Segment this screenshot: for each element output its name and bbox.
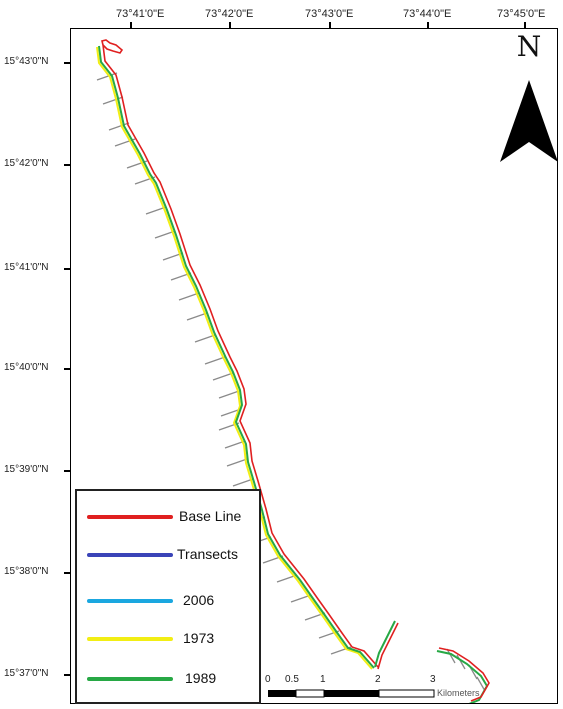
scale-bar: 0 0.5 1 2 3 Kilometers xyxy=(265,672,525,702)
lon-label-4: 73°44'0"E xyxy=(403,8,452,20)
lon-tick xyxy=(524,22,526,30)
legend-item-2006: 2006 xyxy=(77,591,259,611)
legend-label-baseline: Base Line xyxy=(179,508,242,524)
legend-item-transects: Transects xyxy=(77,545,259,565)
north-arrow-icon xyxy=(500,80,558,162)
scale-tick-0: 0 xyxy=(265,674,271,685)
lon-label-5: 73°45'0"E xyxy=(497,8,546,20)
scale-bar-segments xyxy=(268,689,435,698)
coastline-map xyxy=(96,39,490,703)
lon-tick xyxy=(229,22,231,30)
north-label: N xyxy=(516,30,542,63)
lon-label-3: 73°43'0"E xyxy=(305,8,354,20)
legend-swatch-transects xyxy=(87,553,173,557)
transect-line xyxy=(204,356,226,365)
shoreline-1989 xyxy=(98,45,375,669)
legend-item-1973: 1973 xyxy=(77,629,259,649)
transect-line xyxy=(456,654,466,670)
shoreline-1989-spit xyxy=(374,620,396,668)
scale-tick-3: 3 xyxy=(430,674,436,685)
lat-label-7: 15°37'0"N xyxy=(4,668,49,679)
north-arrow: N xyxy=(496,30,562,165)
transect-line xyxy=(476,676,486,692)
lat-label-2: 15°42'0"N xyxy=(4,158,49,169)
legend-label-1989: 1989 xyxy=(185,670,217,686)
lon-label-1: 73°41'0"E xyxy=(116,8,165,20)
transect-line xyxy=(178,292,200,301)
legend-label-1973: 1973 xyxy=(183,630,215,646)
transect-line xyxy=(212,372,234,381)
scale-tick-1: 1 xyxy=(320,674,326,685)
legend-swatch-1973 xyxy=(87,637,173,641)
legend: Base Line Transects 2006 1973 1989 xyxy=(75,489,261,704)
legend-swatch-2006 xyxy=(87,599,173,603)
transect-line xyxy=(102,96,124,105)
legend-item-1989: 1989 xyxy=(77,669,259,689)
legend-swatch-baseline xyxy=(87,515,173,519)
transect-line xyxy=(108,122,130,131)
scale-tick-0-5: 0.5 xyxy=(285,674,299,685)
lon-label-2: 73°42'0"E xyxy=(205,8,254,20)
lat-label-4: 15°40'0"N xyxy=(4,362,49,373)
transect-line xyxy=(218,422,240,431)
legend-label-2006: 2006 xyxy=(183,592,215,608)
transect-line xyxy=(446,648,456,664)
lon-tick xyxy=(130,22,132,30)
baseline-east xyxy=(438,647,490,702)
shoreline-1973 xyxy=(96,46,373,670)
lat-tick xyxy=(64,572,72,574)
lon-tick xyxy=(329,22,331,30)
lat-tick xyxy=(64,62,72,64)
lat-label-1: 15°43'0"N xyxy=(4,56,49,67)
transect-line xyxy=(96,72,118,81)
lat-tick xyxy=(64,164,72,166)
transect-line xyxy=(145,206,167,215)
lat-label-5: 15°39'0"N xyxy=(4,464,49,475)
transect-line xyxy=(226,458,248,467)
baseline-spit xyxy=(377,622,399,670)
lat-label-3: 15°41'0"N xyxy=(4,262,49,273)
transect-line xyxy=(194,334,216,343)
lat-tick xyxy=(64,268,72,270)
lon-tick xyxy=(427,22,429,30)
transect-line xyxy=(218,390,240,399)
transect-line xyxy=(186,312,208,321)
scale-tick-2: 2 xyxy=(375,674,381,685)
baseline xyxy=(101,39,379,668)
transect-line xyxy=(232,478,254,487)
legend-item-baseline: Base Line xyxy=(77,507,259,527)
lat-tick xyxy=(64,368,72,370)
lat-label-6: 15°38'0"N xyxy=(4,566,49,577)
lat-tick xyxy=(64,470,72,472)
lat-tick xyxy=(64,674,72,676)
legend-label-transects: Transects xyxy=(177,546,238,562)
scale-units: Kilometers xyxy=(437,688,480,698)
shoreline-1989-east xyxy=(436,650,489,703)
legend-swatch-1989 xyxy=(87,677,173,681)
